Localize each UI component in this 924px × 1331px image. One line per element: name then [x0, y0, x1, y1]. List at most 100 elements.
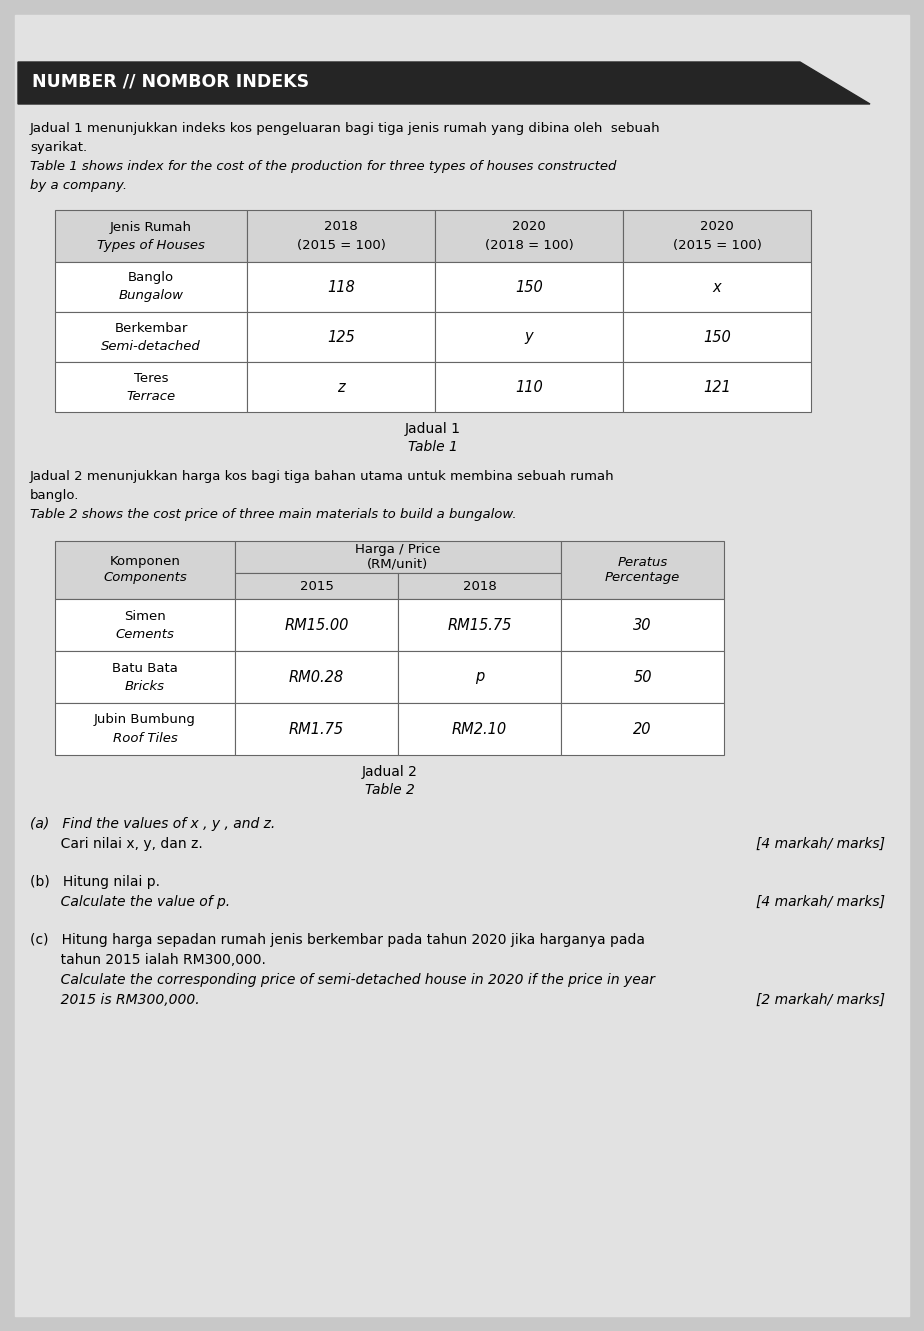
Bar [623, 362, 811, 413]
Text: 110: 110 [515, 379, 543, 394]
Text: 121: 121 [703, 379, 731, 394]
Text: 150: 150 [703, 330, 731, 345]
Text: Terrace: Terrace [127, 390, 176, 402]
Bar [55, 311, 247, 362]
Text: y: y [525, 330, 533, 345]
Bar [623, 210, 811, 262]
Bar [235, 651, 398, 703]
Text: Calculate the value of p.: Calculate the value of p. [30, 894, 230, 909]
Bar [55, 210, 247, 262]
Text: Calculate the corresponding price of semi-detached house in 2020 if the price in: Calculate the corresponding price of sem… [30, 973, 655, 988]
Text: Berkembar: Berkembar [115, 322, 188, 334]
Text: RM1.75: RM1.75 [289, 721, 344, 736]
Bar [561, 599, 724, 651]
Text: Table 1: Table 1 [408, 441, 458, 454]
Text: Teres: Teres [134, 371, 168, 385]
Bar [235, 599, 398, 651]
Text: Table 2: Table 2 [365, 783, 415, 797]
Bar [235, 574, 398, 599]
Bar [55, 262, 247, 311]
Text: [4 markah/ marks]: [4 markah/ marks] [756, 837, 885, 851]
Text: Jadual 2: Jadual 2 [361, 765, 418, 779]
Text: Jadual 1: Jadual 1 [405, 422, 461, 437]
Text: Components: Components [103, 571, 187, 584]
Text: Semi-detached: Semi-detached [101, 339, 201, 353]
Text: Jadual 2 menunjukkan harga kos bagi tiga bahan utama untuk membina sebuah rumah: Jadual 2 menunjukkan harga kos bagi tiga… [30, 470, 614, 483]
Bar [235, 703, 398, 755]
Text: 2015: 2015 [299, 579, 334, 592]
Text: Banglo: Banglo [128, 272, 174, 285]
Text: z: z [337, 379, 345, 394]
Text: 2015 is RM300,000.: 2015 is RM300,000. [30, 993, 200, 1008]
Text: Bricks: Bricks [125, 680, 165, 692]
Text: tahun 2015 ialah RM300,000.: tahun 2015 ialah RM300,000. [30, 953, 266, 968]
Text: 20: 20 [633, 721, 651, 736]
Bar [247, 262, 435, 311]
Text: 2018: 2018 [324, 221, 358, 233]
Text: RM15.75: RM15.75 [447, 618, 512, 632]
Bar [55, 651, 235, 703]
Bar [398, 574, 561, 599]
Bar [55, 362, 247, 413]
Bar [398, 599, 561, 651]
Text: [2 markah/ marks]: [2 markah/ marks] [756, 993, 885, 1008]
Bar [235, 540, 561, 574]
Text: by a company.: by a company. [30, 178, 128, 192]
Text: syarikat.: syarikat. [30, 141, 87, 154]
Bar [55, 540, 235, 599]
Text: 118: 118 [327, 280, 355, 294]
Text: Harga / Price: Harga / Price [355, 543, 441, 556]
Bar [55, 599, 235, 651]
Text: (2015 = 100): (2015 = 100) [673, 238, 761, 252]
Text: 2018: 2018 [463, 579, 496, 592]
Text: Jubin Bumbung: Jubin Bumbung [94, 713, 196, 727]
Text: 2020: 2020 [512, 221, 546, 233]
Text: Bungalow: Bungalow [118, 290, 184, 302]
Bar [561, 651, 724, 703]
Text: Peratus: Peratus [617, 555, 668, 568]
Text: 50: 50 [633, 669, 651, 684]
Text: x: x [712, 280, 722, 294]
Bar [561, 703, 724, 755]
Bar [247, 362, 435, 413]
Bar [55, 703, 235, 755]
Bar [435, 362, 623, 413]
Bar [623, 311, 811, 362]
Text: (a)   Find the values of x , y , and z.: (a) Find the values of x , y , and z. [30, 817, 275, 831]
Text: Cari nilai x, y, dan z.: Cari nilai x, y, dan z. [30, 837, 202, 851]
Text: (2015 = 100): (2015 = 100) [297, 238, 385, 252]
Text: Roof Tiles: Roof Tiles [113, 732, 177, 744]
Text: (RM/unit): (RM/unit) [368, 558, 429, 571]
Text: NUMBER // NOMBOR INDEKS: NUMBER // NOMBOR INDEKS [32, 73, 310, 91]
Text: Table 2 shows the cost price of three main materials to build a bungalow.: Table 2 shows the cost price of three ma… [30, 508, 517, 520]
Text: Table 1 shows index for the cost of the production for three types of houses con: Table 1 shows index for the cost of the … [30, 160, 616, 173]
Text: (c)   Hitung harga sepadan rumah jenis berkembar pada tahun 2020 jika harganya p: (c) Hitung harga sepadan rumah jenis ber… [30, 933, 645, 946]
Bar [435, 210, 623, 262]
Bar [398, 651, 561, 703]
Text: RM2.10: RM2.10 [452, 721, 507, 736]
Text: (b)   Hitung nilai p.: (b) Hitung nilai p. [30, 874, 160, 889]
Text: 150: 150 [515, 280, 543, 294]
Text: 2020: 2020 [700, 221, 734, 233]
Text: Simen: Simen [124, 610, 166, 623]
Bar [398, 703, 561, 755]
Text: p: p [475, 669, 484, 684]
Text: banglo.: banglo. [30, 488, 79, 502]
Text: Jadual 1 menunjukkan indeks kos pengeluaran bagi tiga jenis rumah yang dibina ol: Jadual 1 menunjukkan indeks kos pengelua… [30, 122, 661, 134]
Text: Batu Bata: Batu Bata [112, 662, 178, 675]
Text: Komponen: Komponen [110, 555, 180, 568]
Polygon shape [18, 63, 870, 104]
Text: Jenis Rumah: Jenis Rumah [110, 221, 192, 233]
Bar [435, 262, 623, 311]
Text: RM0.28: RM0.28 [289, 669, 344, 684]
Text: Types of Houses: Types of Houses [97, 238, 205, 252]
Text: 125: 125 [327, 330, 355, 345]
Bar [435, 311, 623, 362]
Bar [561, 540, 724, 599]
Text: [4 markah/ marks]: [4 markah/ marks] [756, 894, 885, 909]
Text: RM15.00: RM15.00 [285, 618, 348, 632]
Bar [247, 210, 435, 262]
Text: Cements: Cements [116, 627, 175, 640]
Text: 30: 30 [633, 618, 651, 632]
Bar [247, 311, 435, 362]
